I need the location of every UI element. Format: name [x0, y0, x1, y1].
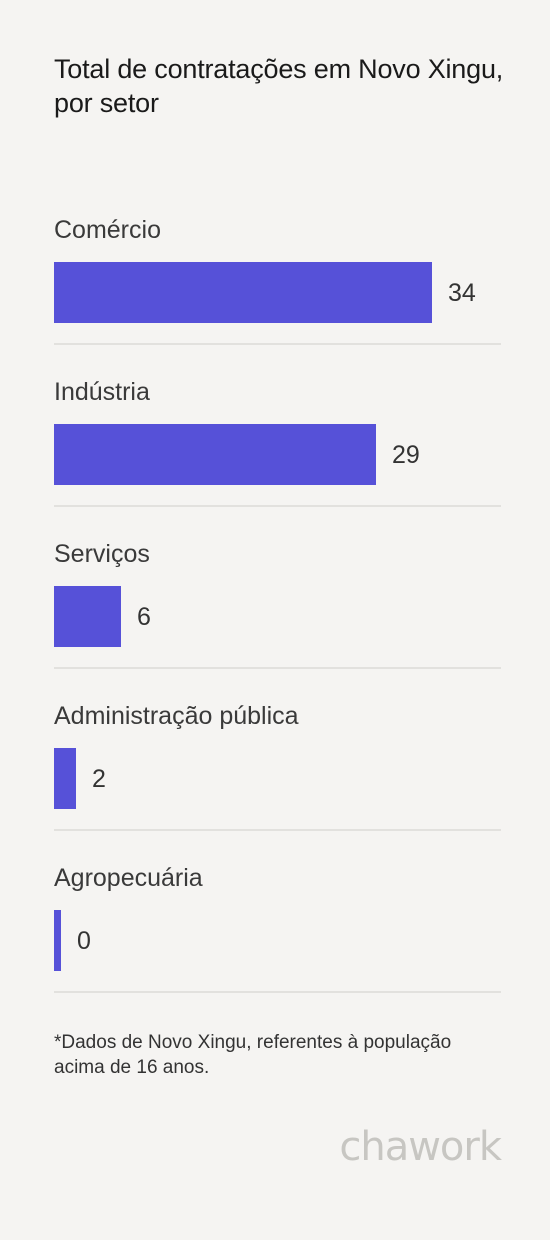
brand-logo: chawork [339, 1124, 502, 1170]
chart-title: Total de contratações em Novo Xingu, por… [54, 54, 504, 118]
value-label: 6 [137, 603, 151, 631]
category-label: Administração pública [54, 702, 299, 730]
value-label: 29 [392, 441, 420, 469]
footnote: *Dados de Novo Xingu, referentes à popul… [54, 1032, 452, 1078]
row-divider [54, 667, 501, 669]
value-label: 2 [92, 765, 106, 793]
row-divider [54, 343, 501, 345]
bar-row: Agropecuária 0 [54, 848, 501, 1010]
bar [54, 910, 61, 971]
category-label: Comércio [54, 216, 161, 244]
bar-row: Administração pública 2 [54, 686, 501, 848]
bar-chart: Comércio 34 Indústria 29 Serviços 6 Administra… [54, 200, 501, 1010]
category-label: Agropecuária [54, 864, 203, 892]
bar [54, 262, 432, 323]
bar-row: Serviços 6 [54, 524, 501, 686]
bar-row: Indústria 29 [54, 362, 501, 524]
value-label: 0 [77, 927, 91, 955]
row-divider [54, 829, 501, 831]
category-label: Serviços [54, 540, 150, 568]
bar-row: Comércio 34 [54, 200, 501, 362]
row-divider [54, 505, 501, 507]
value-label: 34 [448, 279, 476, 307]
bar [54, 424, 376, 485]
row-divider [54, 991, 501, 993]
bar [54, 586, 121, 647]
bar [54, 748, 76, 809]
category-label: Indústria [54, 378, 150, 406]
